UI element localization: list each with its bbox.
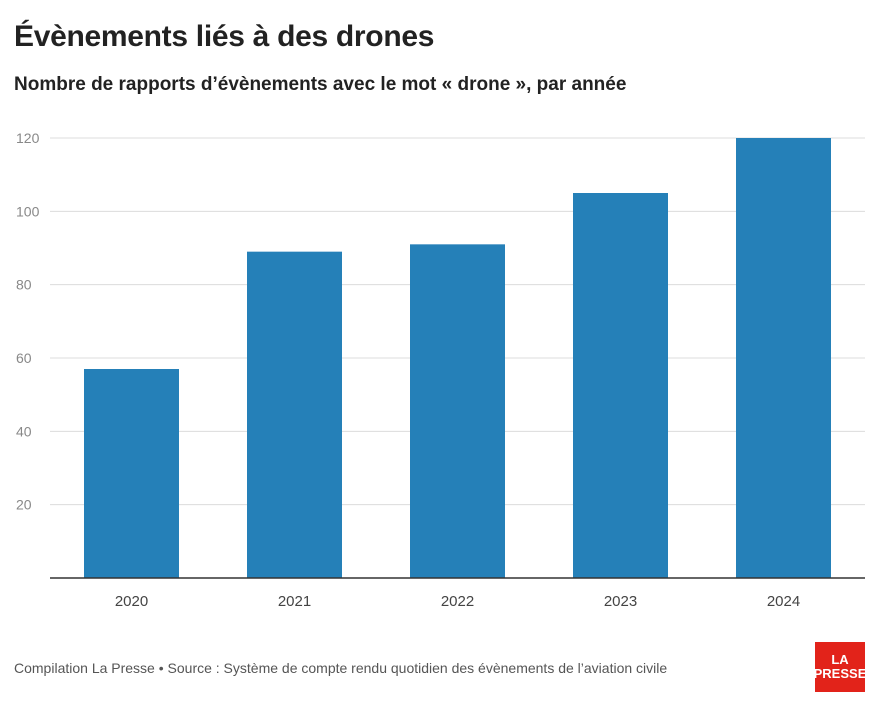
- y-tick-label: 120: [16, 130, 40, 146]
- x-tick-label: 2020: [115, 593, 148, 610]
- bar-2023: [573, 193, 668, 578]
- chart-subtitle: Nombre de rapports d’évènements avec le …: [14, 74, 627, 95]
- x-tick-label: 2024: [767, 593, 800, 610]
- bars: [84, 138, 831, 579]
- y-tick-label: 80: [16, 277, 32, 293]
- y-tick-label: 20: [16, 497, 32, 513]
- y-tick-label: 100: [16, 203, 40, 219]
- bar-2024: [736, 138, 831, 578]
- y-tick-label: 60: [16, 350, 32, 366]
- bar-2021: [247, 251, 342, 578]
- y-tick-label: 40: [16, 423, 32, 439]
- axes: 20 40 60 80 100 120 2020 2021 2022 2023 2024: [16, 130, 865, 610]
- x-tick-label: 2021: [278, 593, 311, 610]
- source-note: Compilation La Presse • Source : Système…: [14, 660, 668, 676]
- bar-2022: [410, 244, 505, 579]
- x-tick-label: 2023: [604, 593, 637, 610]
- bar-chart: 20 40 60 80 100 120 2020 2021 2022 2023 2024: [16, 130, 865, 610]
- x-tick-label: 2022: [441, 593, 474, 610]
- logo-line-2: PRESSE: [813, 666, 867, 681]
- chart-title: Évènements liés à des drones: [14, 20, 435, 53]
- bar-2020: [84, 369, 179, 578]
- la-presse-logo: LA PRESSE: [813, 642, 867, 692]
- logo-line-1: LA: [831, 652, 849, 667]
